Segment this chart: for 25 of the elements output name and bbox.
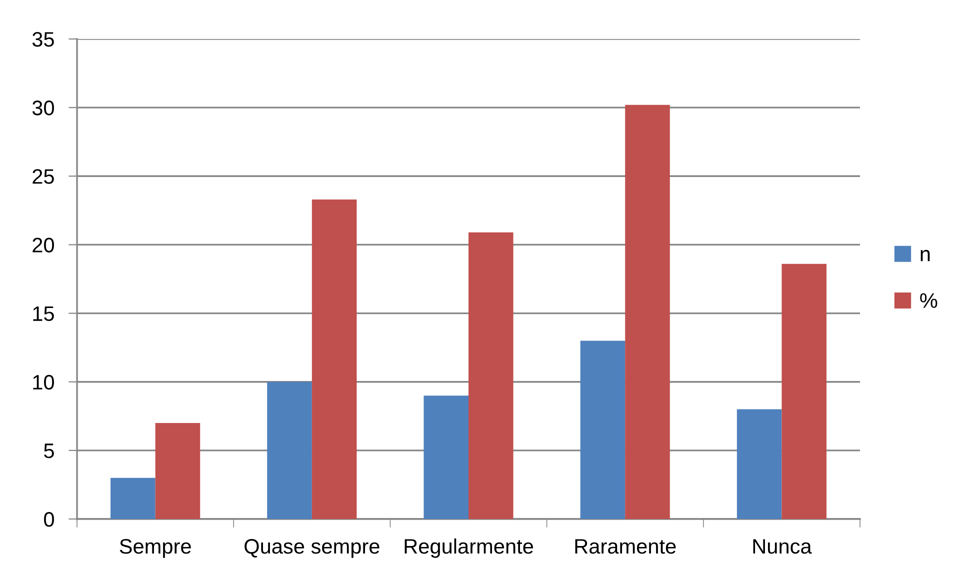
bar bbox=[736, 409, 782, 520]
y-tick-label: 20 bbox=[32, 238, 54, 252]
bar bbox=[782, 264, 826, 520]
y-tick-label: 25 bbox=[32, 169, 54, 184]
bar bbox=[267, 382, 312, 520]
bar bbox=[625, 104, 670, 520]
y-tick-label: 15 bbox=[33, 306, 54, 322]
bar bbox=[424, 396, 469, 520]
x-tick-label: Quase sempre bbox=[244, 539, 380, 558]
bar bbox=[580, 340, 626, 520]
y-tick-label: 30 bbox=[32, 100, 54, 116]
y-tick-label: 10 bbox=[33, 374, 54, 390]
y-tick-label: 35 bbox=[32, 32, 54, 47]
bar bbox=[312, 199, 357, 520]
x-tick-label: Nunca bbox=[753, 539, 812, 554]
bar bbox=[110, 478, 156, 520]
bar bbox=[155, 423, 200, 520]
y-tick-label: 0 bbox=[44, 512, 54, 527]
x-tick-label: Regularmente bbox=[404, 538, 534, 558]
y-tick-label: 5 bbox=[44, 444, 54, 458]
bar bbox=[468, 232, 514, 520]
x-tick-label: Sempre bbox=[120, 539, 191, 558]
x-tick-label: Raramente bbox=[575, 539, 676, 554]
legend-label: % bbox=[920, 293, 938, 308]
legend-label: n bbox=[920, 250, 930, 262]
